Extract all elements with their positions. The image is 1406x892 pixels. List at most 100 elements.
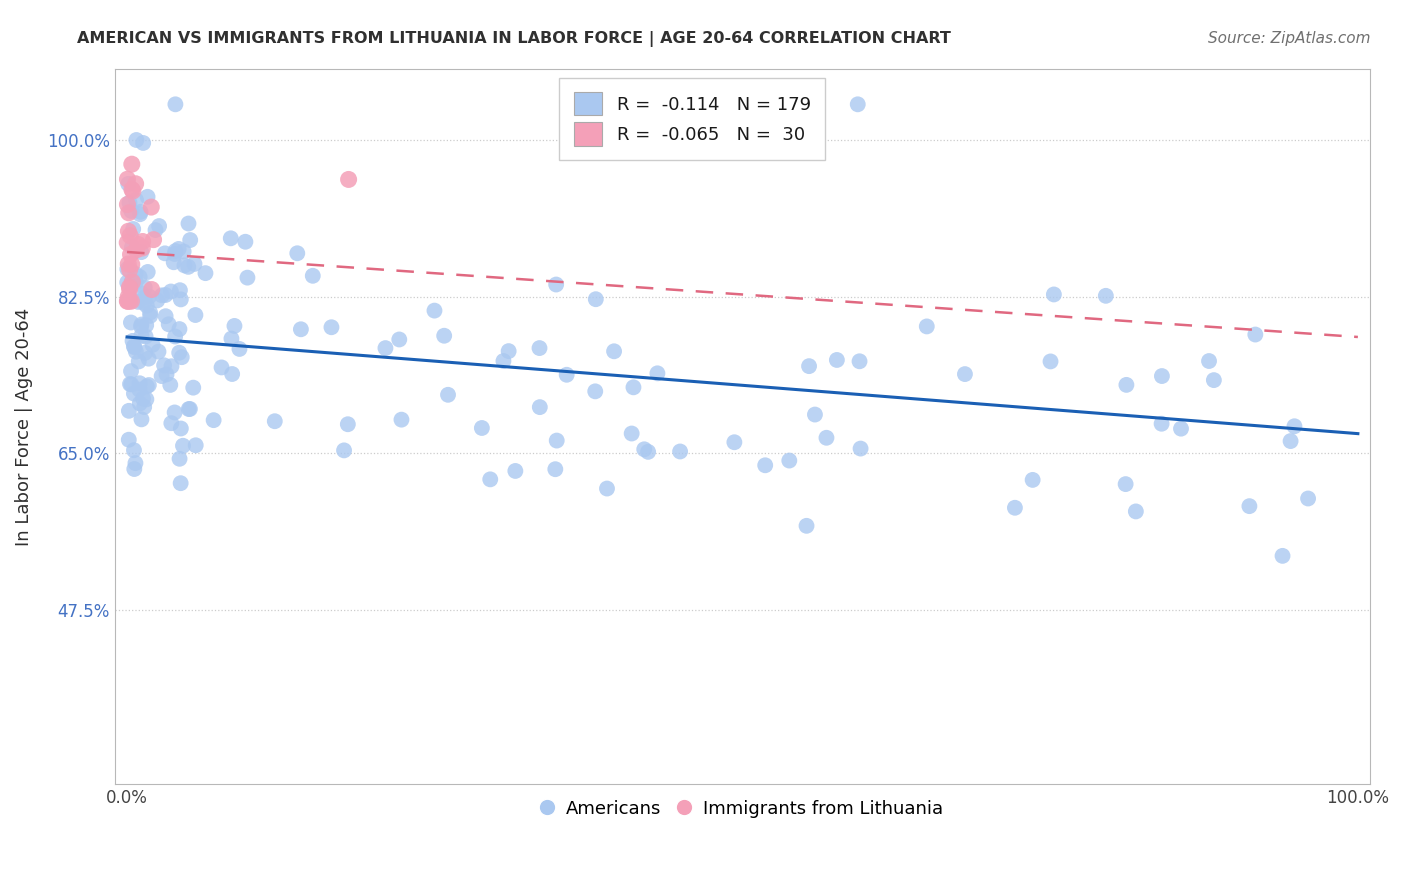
Point (374, 341, 396, 355)
Point (529, 400, 551, 414)
Point (167, 242, 190, 256)
Point (479, 472, 502, 486)
Point (134, 280, 156, 294)
Point (1125, 504, 1147, 518)
Point (139, 309, 162, 323)
Point (637, 445, 659, 459)
Point (145, 223, 167, 237)
Point (129, 319, 152, 334)
Point (125, 275, 148, 289)
Point (118, 195, 141, 210)
Point (132, 295, 155, 310)
Point (181, 381, 204, 395)
Point (121, 275, 143, 289)
Point (1043, 287, 1066, 301)
Point (170, 293, 193, 307)
Point (433, 328, 456, 343)
Point (155, 368, 177, 382)
Point (131, 318, 153, 332)
Point (118, 206, 141, 220)
Point (953, 367, 976, 381)
Point (155, 309, 177, 323)
Point (131, 328, 153, 343)
Point (153, 359, 176, 373)
Point (122, 443, 145, 458)
Point (263, 414, 285, 428)
Point (177, 260, 200, 274)
Point (122, 184, 145, 198)
Text: AMERICAN VS IMMIGRANTS FROM LITHUANIA IN LABOR FORCE | AGE 20-64 CORRELATION CHA: AMERICAN VS IMMIGRANTS FROM LITHUANIA IN… (77, 31, 952, 47)
Point (131, 235, 153, 249)
Point (142, 233, 165, 247)
Point (118, 282, 141, 296)
Point (163, 255, 186, 269)
Point (125, 193, 148, 207)
Point (165, 329, 187, 343)
Point (647, 367, 669, 381)
Point (170, 350, 193, 364)
Point (117, 224, 139, 238)
Point (131, 286, 153, 301)
Point (117, 290, 139, 304)
Point (135, 379, 157, 393)
Point (122, 339, 145, 353)
Point (135, 392, 157, 407)
Point (211, 360, 233, 375)
Point (124, 456, 146, 470)
Point (129, 205, 152, 219)
Point (122, 222, 145, 236)
Point (333, 443, 356, 458)
Point (179, 233, 201, 247)
Point (148, 344, 170, 359)
Point (846, 97, 869, 112)
Point (120, 364, 142, 378)
Point (134, 290, 156, 304)
Point (117, 172, 139, 186)
Point (585, 292, 607, 306)
Text: Source: ZipAtlas.com: Source: ZipAtlas.com (1208, 31, 1371, 46)
Point (131, 412, 153, 426)
Point (165, 244, 187, 258)
Point (121, 182, 143, 196)
Point (118, 294, 141, 309)
Point (136, 190, 159, 204)
Point (117, 257, 139, 271)
Point (815, 431, 838, 445)
Point (170, 421, 193, 435)
Point (122, 386, 145, 401)
Point (125, 243, 148, 257)
Point (135, 329, 157, 343)
Point (118, 263, 141, 277)
Point (183, 257, 205, 271)
Point (544, 462, 567, 476)
Point (184, 308, 207, 322)
Point (153, 246, 176, 260)
Point (177, 402, 200, 417)
Point (165, 97, 187, 112)
Point (128, 396, 150, 410)
Point (121, 275, 143, 289)
Point (1039, 354, 1062, 368)
Point (184, 438, 207, 452)
Point (120, 228, 142, 243)
Point (141, 200, 163, 214)
Point (1095, 289, 1118, 303)
Point (723, 435, 745, 450)
Point (124, 267, 146, 281)
Point (138, 289, 160, 303)
Point (127, 294, 149, 309)
Point (124, 340, 146, 354)
Point (127, 237, 149, 252)
Point (148, 219, 170, 233)
Point (290, 322, 312, 336)
Point (620, 426, 643, 441)
Point (235, 235, 257, 249)
Point (173, 259, 195, 273)
Point (754, 458, 776, 473)
Point (1198, 354, 1220, 368)
Point (1150, 417, 1173, 431)
Point (1271, 549, 1294, 563)
Point (117, 177, 139, 191)
Point (221, 367, 243, 381)
Point (285, 246, 308, 260)
